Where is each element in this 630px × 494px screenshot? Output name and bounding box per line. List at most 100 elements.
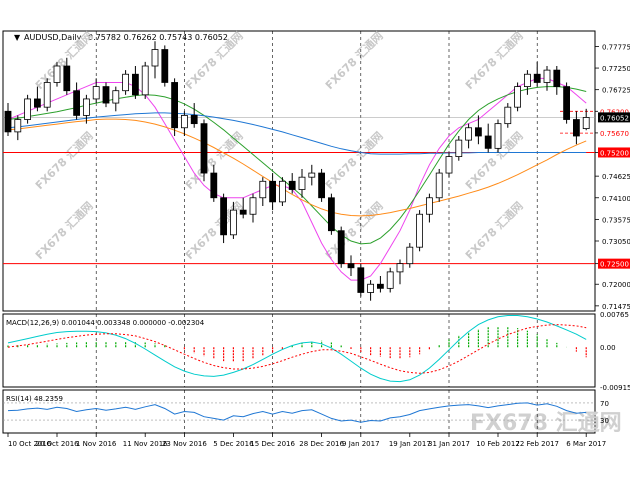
bull-candle	[435, 172, 443, 199]
bull-candle	[259, 180, 267, 199]
price-tick-label: 0.71475	[602, 303, 630, 311]
bull-candle	[455, 139, 463, 157]
bear-candle	[210, 172, 218, 199]
price-tag-label: 0.75200	[600, 149, 629, 157]
bull-candle	[43, 82, 51, 108]
macd-tick-label: 0.00765	[600, 311, 629, 319]
bear-candle	[553, 69, 561, 87]
bull-candle	[122, 73, 129, 92]
bull-candle	[406, 246, 414, 265]
time-tick-label: 19 Jan 2017	[389, 440, 431, 448]
rsi-title: RSI(14) 48.2359	[6, 395, 63, 403]
moving-averages	[7, 77, 587, 281]
price-tag-box	[598, 128, 630, 139]
price-tag-label: 0.72500	[600, 261, 629, 269]
bull-candle	[298, 176, 306, 190]
bear-candle	[171, 82, 179, 129]
bull-candle	[465, 127, 473, 141]
bull-candle	[425, 197, 433, 215]
time-tick-label: 6 Mar 2017	[566, 440, 606, 448]
time-tick-label: 23 Nov 2016	[162, 440, 207, 448]
time-tick-label: 1 Nov 2016	[76, 440, 117, 448]
time-tick-label: 9 Jan 2017	[342, 440, 380, 448]
rsi-tick-label: 70	[600, 400, 609, 408]
time-tick-label: 15 Dec 2016	[250, 440, 295, 448]
macd-line	[7, 315, 587, 383]
bear-candle	[573, 119, 580, 137]
time-tick-label: 31 Jan 2017	[428, 440, 470, 448]
time-tick-label: 22 Feb 2017	[515, 440, 559, 448]
candlesticks	[4, 41, 590, 301]
bull-candle	[582, 117, 590, 129]
price-tick-label: 0.72000	[602, 281, 630, 289]
bull-candle	[278, 180, 286, 203]
bear-candle	[269, 180, 277, 203]
bull-candle	[141, 65, 149, 96]
macd-indicator: 0.00765 0.00 -0.00915	[7, 311, 630, 392]
bear-candle	[327, 197, 335, 232]
bear-candle	[161, 49, 169, 83]
rsi-indicator: 70 30	[3, 400, 609, 425]
price-panel-frame	[2, 30, 596, 312]
price-tag-label: 0.76052	[600, 114, 629, 122]
moving-average-line	[7, 112, 587, 155]
price-tick-label: 0.77775	[602, 43, 630, 51]
bull-candle	[14, 119, 22, 133]
bull-candle	[53, 65, 61, 83]
price-level-tags: 0.75200 0.72500 0.76200 0.75670 0.76052	[598, 106, 630, 269]
bull-candle	[24, 98, 32, 120]
bear-candle	[318, 172, 326, 199]
macd-title: MACD(12,26,9) 0.001044 0.003348 0.000000…	[6, 319, 205, 327]
bull-candle	[308, 172, 316, 178]
bear-candle	[102, 86, 110, 104]
price-tick-label: 0.73050	[602, 238, 630, 246]
rsi-tick-label: 30	[600, 417, 609, 425]
bear-candle	[131, 73, 139, 96]
watermark-logo: FX678 汇通网	[470, 411, 622, 436]
macd-signal-line	[7, 324, 587, 374]
time-tick-label: 10 Feb 2017	[476, 440, 520, 448]
bear-candle	[200, 123, 208, 174]
bull-candle	[416, 213, 424, 248]
bull-candle	[543, 69, 551, 83]
time-tick-label: 11 Nov 2016	[123, 440, 168, 448]
bear-candle	[4, 110, 12, 133]
chart-title-arrow-icon: ▼	[14, 33, 21, 42]
time-tick-label: 10 Oct 2016	[8, 440, 52, 448]
bull-candle	[504, 106, 512, 125]
time-tick-label: 5 Dec 2016	[213, 440, 254, 448]
time-tick-label: 20 Oct 2016	[35, 440, 79, 448]
time-tick-label: 28 Dec 2016	[299, 440, 344, 448]
bull-candle	[112, 90, 120, 104]
bull-candle	[386, 271, 394, 289]
bull-candle	[445, 156, 453, 174]
bear-candle	[376, 283, 384, 289]
price-tag-box	[598, 106, 630, 117]
price-tag-label: 0.76200	[600, 108, 629, 116]
price-tag-box	[598, 258, 630, 269]
bear-candle	[484, 135, 492, 149]
macd-tick-label: -0.00915	[600, 384, 630, 392]
bear-candle	[337, 230, 345, 265]
price-tag-label: 0.75670	[600, 130, 629, 138]
bear-candle	[474, 127, 482, 137]
bull-candle	[83, 98, 90, 116]
rsi-line	[7, 402, 587, 423]
moving-average-line	[7, 118, 587, 217]
bull-candle	[514, 86, 521, 108]
chart-title: AUDUSD,Daily	[24, 33, 82, 42]
bull-candle	[92, 86, 100, 100]
price-tick-label: 0.74625	[602, 173, 630, 181]
ohlc-readout: 0.75782 0.76262 0.75743 0.76052	[88, 33, 228, 42]
bear-candle	[239, 209, 247, 215]
bear-candle	[190, 115, 198, 125]
price-tick-label: 0.74100	[602, 195, 630, 203]
bull-candle	[396, 263, 404, 273]
bear-candle	[220, 197, 228, 236]
bull-candle	[249, 197, 257, 215]
bear-candle	[533, 73, 541, 83]
price-tag-box	[598, 112, 630, 123]
price-tick-label: 0.76725	[602, 87, 630, 95]
